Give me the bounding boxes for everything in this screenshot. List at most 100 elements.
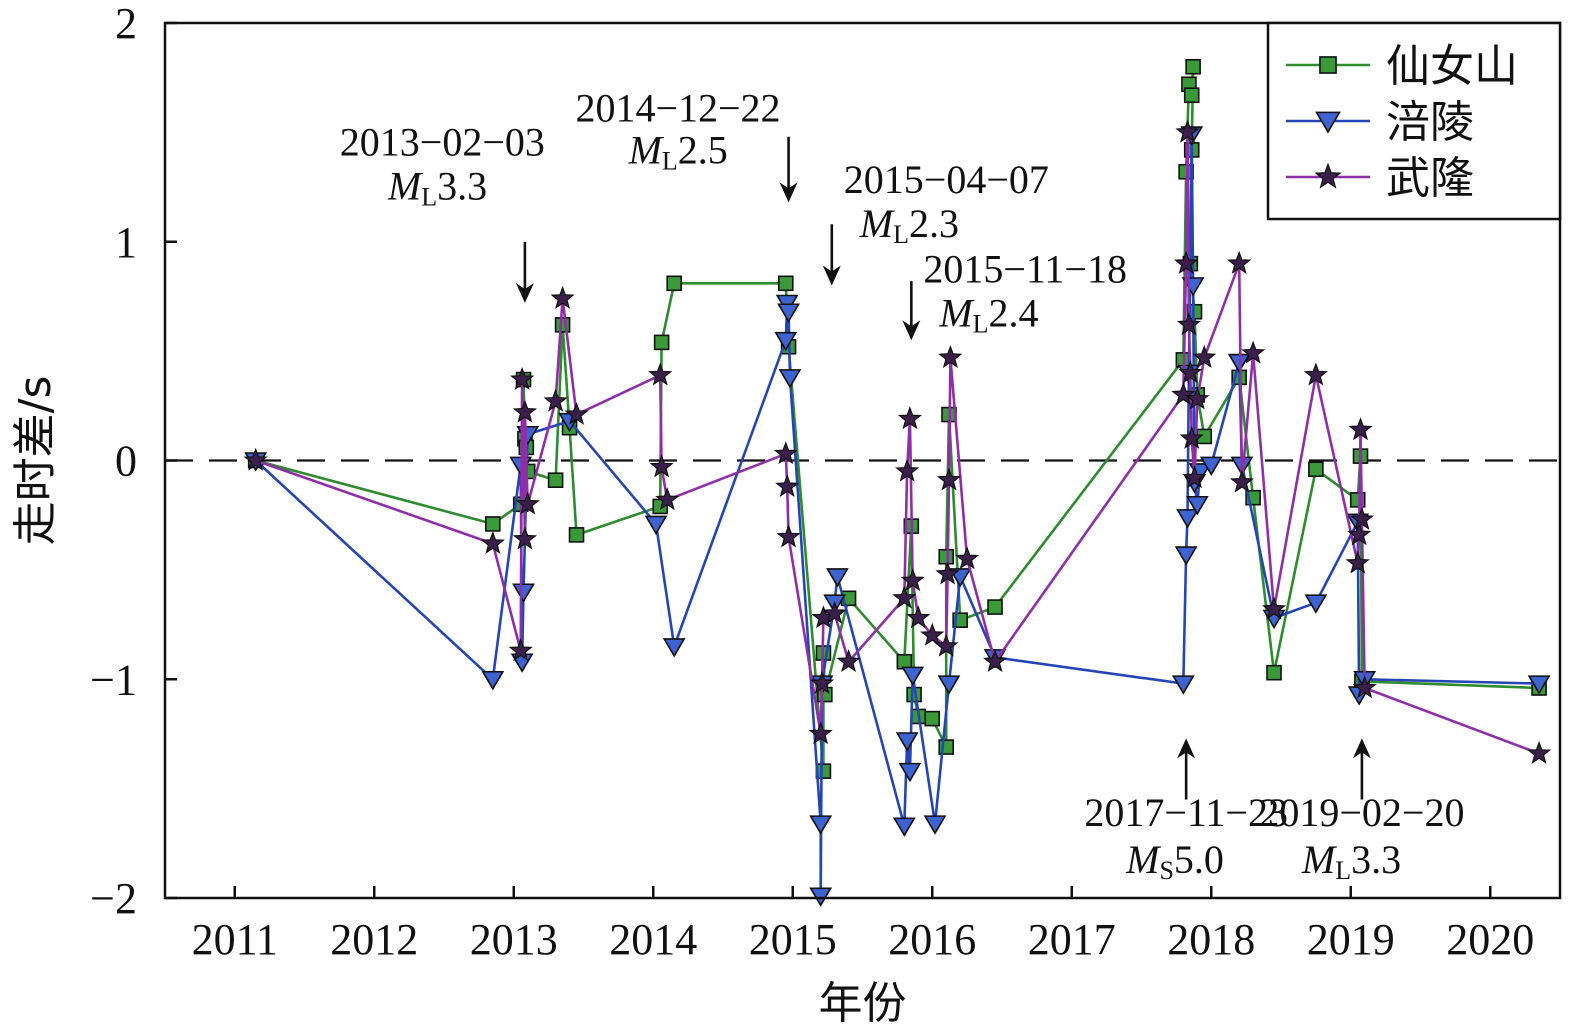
magnitude-subscript: L [662, 146, 678, 175]
data-point [550, 285, 575, 309]
series-line-2 [254, 133, 1540, 898]
data-point [649, 454, 674, 478]
event-magnitude-label: ML3.3 [1301, 837, 1401, 885]
event-date-label: 2015−04−07 [844, 157, 1049, 202]
x-tick-label: 2012 [330, 915, 418, 964]
data-point [809, 815, 833, 835]
y-tick-label: −2 [90, 874, 137, 923]
event-magnitude-label: ML2.3 [859, 201, 959, 249]
event-arrow-head [822, 265, 841, 286]
event-arrow-head [1352, 738, 1371, 759]
data-point [1185, 386, 1210, 410]
data-point [987, 599, 1003, 615]
data-point [822, 600, 847, 624]
magnitude-value: 5.0 [1174, 837, 1224, 882]
data-point [892, 585, 917, 609]
data-point [1171, 675, 1195, 695]
event-magnitude-label: ML2.4 [938, 291, 1038, 339]
event-magnitude-label: ML3.3 [387, 164, 487, 212]
data-point [897, 406, 923, 430]
chart-axes-layer: 2011 2012 2013 2014 2015 2016 2017 2018 2019 2020… [90, 0, 1534, 964]
data-point [1527, 675, 1551, 695]
y-tick-label: 2 [115, 0, 137, 48]
data-point [1308, 461, 1324, 478]
data-point [938, 548, 955, 565]
data-point [920, 622, 945, 646]
x-tick-label: 2011 [192, 915, 278, 964]
event-arrow-head [779, 182, 798, 203]
data-point [1347, 522, 1372, 546]
data-point [1185, 58, 1201, 75]
magnitude-subscript: L [421, 183, 437, 212]
x-axis-title: 年份 [819, 978, 907, 1029]
data-point [776, 524, 801, 548]
magnitude-symbol: M [387, 164, 424, 209]
event-date-label: 2019−02−20 [1259, 790, 1464, 835]
data-point [1179, 425, 1204, 449]
data-point [648, 362, 673, 386]
data-point [568, 527, 585, 543]
y-tick-label: −1 [90, 655, 137, 704]
data-point [655, 487, 680, 511]
data-point [1174, 546, 1198, 566]
magnitude-subscript: L [1335, 856, 1351, 885]
event-arrow-head [515, 283, 534, 303]
event-arrow-head [902, 320, 921, 341]
magnitude-symbol: M [859, 201, 896, 246]
event-date-label: 2015−11−18 [923, 247, 1127, 292]
data-point [1266, 664, 1282, 681]
data-point [982, 649, 1008, 672]
legend-item-2: 涪陵 [1286, 97, 1474, 148]
x-tick-label: 2019 [1307, 915, 1395, 964]
data-point [1182, 465, 1207, 489]
x-tick-label: 2015 [749, 915, 837, 964]
legend-item-3: 武隆 [1286, 153, 1474, 204]
data-point [775, 474, 800, 497]
y-axis-title: 走时差/s [10, 376, 61, 546]
data-point [543, 388, 568, 412]
data-point [481, 670, 505, 691]
data-point [1176, 509, 1199, 529]
data-point [1175, 119, 1200, 143]
chart-series-layer [243, 58, 1552, 907]
data-point [666, 275, 682, 292]
data-point [547, 472, 564, 488]
data-point [777, 303, 800, 323]
legend-label: 仙女山 [1386, 41, 1518, 92]
data-point [1229, 469, 1255, 493]
event-date-label: 2014−12−22 [575, 85, 780, 130]
data-point [564, 401, 589, 425]
data-point [924, 710, 941, 727]
data-point [1345, 550, 1370, 574]
magnitude-symbol: M [1301, 837, 1338, 882]
data-point [1261, 596, 1287, 620]
event-date-label: 2017−11−23 [1084, 790, 1288, 835]
magnitude-symbol: M [938, 291, 975, 336]
data-point [485, 516, 501, 532]
data-point [1240, 340, 1266, 364]
data-point [825, 568, 849, 588]
data-point [243, 447, 268, 471]
magnitude-symbol: M [1125, 837, 1162, 882]
x-tick-label: 2013 [470, 915, 558, 964]
legend-label: 武隆 [1386, 153, 1474, 204]
data-point [662, 638, 686, 658]
data-point [512, 583, 535, 603]
data-point [508, 638, 533, 662]
data-point [1185, 495, 1209, 516]
data-point [836, 649, 861, 672]
data-point [895, 458, 920, 482]
legend-label: 涪陵 [1386, 97, 1474, 148]
magnitude-subscript: L [893, 220, 909, 249]
legend-item-1: 仙女山 [1286, 41, 1518, 92]
data-point [653, 334, 670, 351]
magnitude-value: 2.3 [909, 201, 959, 246]
